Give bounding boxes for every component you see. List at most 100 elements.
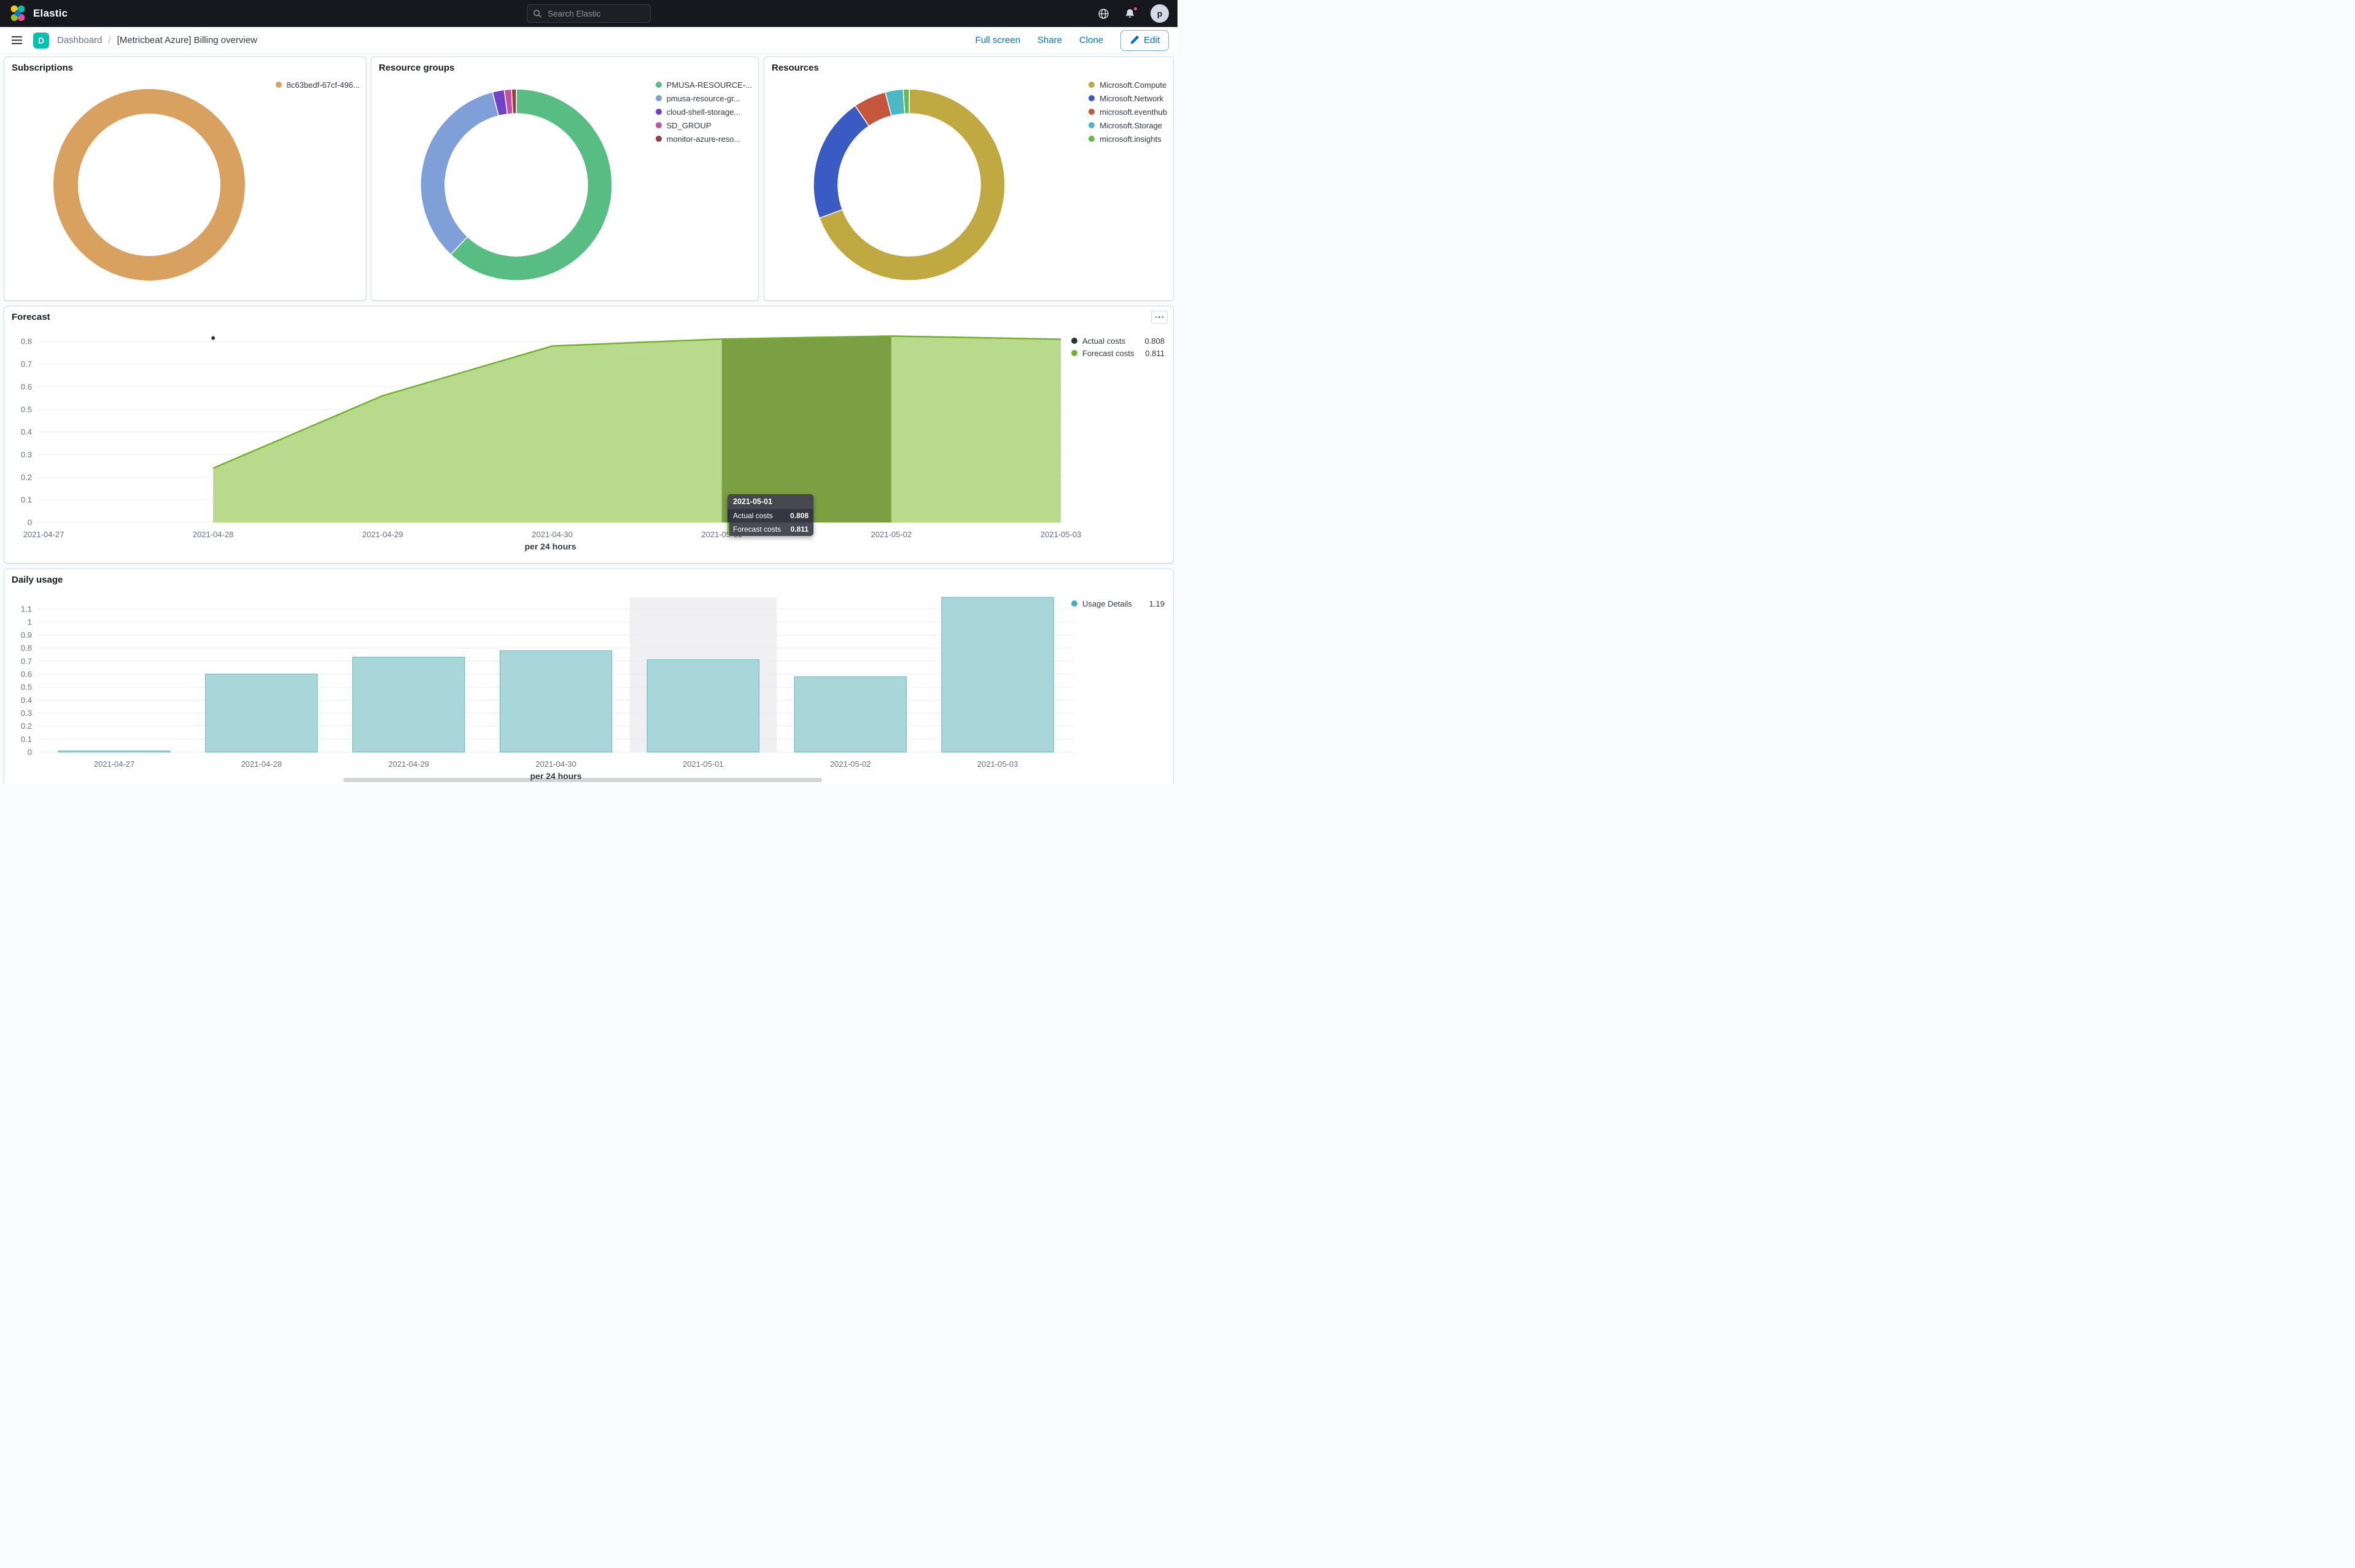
panel-options-icon[interactable] — [1151, 311, 1168, 324]
x-axis-tick-label: 2021-05-03 — [1041, 530, 1082, 539]
pie-slice[interactable] — [450, 88, 613, 281]
usage-bar[interactable] — [941, 597, 1054, 753]
resource-groups-donut-chart[interactable] — [376, 73, 753, 297]
usage-bar[interactable] — [646, 659, 759, 753]
y-axis-tick-label: 0.3 — [21, 708, 32, 718]
legend-label: Actual costs — [1082, 336, 1126, 346]
search-input[interactable] — [546, 8, 645, 19]
pie-slice[interactable] — [511, 88, 517, 114]
bell-icon — [1125, 9, 1135, 18]
x-axis-tick-label: 2021-04-30 — [535, 759, 576, 769]
globe-icon — [1098, 8, 1109, 19]
y-axis-tick-label: 0 — [28, 748, 32, 757]
edit-button[interactable]: Edit — [1120, 29, 1169, 51]
panel-forecast: Forecast 0 0.1 0.2 0.3 0.4 0.5 0.6 0.7 0.8 2021-0… — [4, 306, 1174, 564]
y-axis-tick-label: 0.2 — [21, 473, 32, 482]
pie-slice[interactable] — [818, 88, 1006, 281]
forecast-area-chart[interactable]: 0 0.1 0.2 0.3 0.4 0.5 0.6 0.7 0.8 2021-04-27 2021-… — [9, 326, 1168, 559]
daily-usage-bar-chart[interactable]: 0 0.1 0.2 0.3 0.4 0.5 0.6 0.7 0.8 0.9 1 1.1 2021-04-… — [9, 589, 1168, 783]
clone-button[interactable]: Clone — [1079, 35, 1104, 45]
elastic-logo[interactable] — [9, 4, 27, 23]
y-axis-tick-label: 1.1 — [21, 605, 32, 614]
donut-svg — [53, 89, 245, 281]
y-axis-tick-label: 1 — [28, 618, 32, 627]
legend-item[interactable]: Actual costs 0.808 — [1071, 335, 1165, 347]
usage-bar[interactable] — [58, 750, 171, 753]
tooltip-header: 2021-05-01 — [727, 494, 813, 509]
menu-button[interactable] — [9, 33, 25, 47]
legend-item[interactable]: Microsoft.Network — [1088, 91, 1167, 105]
legend-swatch — [275, 82, 282, 88]
legend-item[interactable]: microsoft.insights — [1088, 132, 1167, 146]
pie-slice[interactable] — [420, 91, 500, 255]
tooltip-series-label: Actual costs — [733, 511, 773, 520]
pie-slice[interactable] — [813, 105, 870, 219]
legend-label: Usage Details — [1082, 599, 1132, 608]
pie-slice[interactable] — [902, 88, 910, 114]
daily-usage-legend: Usage Details 1.19 — [1071, 597, 1165, 610]
subscriptions-legend: 8c63bedf-67cf-496... — [275, 78, 360, 91]
breadcrumb-separator: / — [108, 35, 111, 45]
panel-title: Resource groups — [379, 63, 455, 73]
panel-resource-groups: Resource groups PMUSA-RESOURCE-... pmusa-… — [371, 56, 759, 301]
chart-tooltip: 2021-05-01 Actual costs 0.808 Forecast cos… — [727, 494, 813, 536]
legend-item[interactable]: microsoft.eventhub — [1088, 105, 1167, 118]
toolbar-actions: Full screen Share Clone Edit — [975, 29, 1169, 51]
legend-label: Microsoft.Compute — [1100, 80, 1167, 90]
tooltip-row: Actual costs 0.808 — [727, 509, 813, 522]
x-axis-tick-label: 2021-05-01 — [683, 759, 724, 769]
help-button[interactable] — [1098, 8, 1109, 20]
legend-label: microsoft.insights — [1100, 134, 1162, 144]
share-button[interactable]: Share — [1037, 35, 1062, 45]
legend-item[interactable]: 8c63bedf-67cf-496... — [275, 78, 360, 91]
legend-label: Microsoft.Storage — [1100, 120, 1163, 130]
legend-item[interactable]: Forecast costs 0.811 — [1071, 347, 1165, 359]
legend-label: Microsoft.Network — [1100, 93, 1164, 103]
breadcrumb-current: [Metricbeat Azure] Billing overview — [117, 35, 257, 45]
horizontal-scrollbar-thumb[interactable] — [343, 778, 822, 782]
legend-item[interactable]: SD_GROUP — [655, 118, 752, 132]
legend-swatch — [1088, 95, 1095, 101]
global-search-box[interactable] — [527, 4, 651, 23]
breadcrumb-dashboard[interactable]: Dashboard — [57, 35, 103, 45]
donut-svg — [420, 88, 613, 281]
resources-donut-chart[interactable] — [769, 73, 1168, 297]
pie-slice[interactable] — [53, 89, 245, 281]
legend-label: microsoft.eventhub — [1100, 107, 1167, 117]
space-badge[interactable]: D — [33, 32, 49, 49]
forecast-legend: Actual costs 0.808 Forecast costs 0.811 — [1071, 335, 1165, 359]
usage-bar[interactable] — [794, 676, 907, 753]
y-axis-tick-label: 0.7 — [21, 656, 32, 666]
legend-item[interactable]: pmusa-resource-gr... — [655, 91, 752, 105]
legend-swatch — [655, 95, 662, 101]
search-icon — [533, 9, 541, 18]
x-axis-title: per 24 hours — [524, 541, 576, 551]
panel-daily-usage: Daily usage 0 0.1 0.2 0.3 0.4 0.5 0.6 0.7 0.8 0.9… — [4, 569, 1174, 784]
tooltip-series-value: 0.811 — [790, 525, 809, 534]
legend-item[interactable]: cloud-shell-storage... — [655, 105, 752, 118]
usage-bar[interactable] — [352, 656, 465, 753]
user-avatar[interactable]: p — [1150, 4, 1169, 23]
legend-swatch — [1088, 82, 1095, 88]
usage-bar[interactable] — [205, 673, 318, 753]
full-screen-button[interactable]: Full screen — [975, 35, 1020, 45]
brand-name: Elastic — [33, 7, 68, 19]
notifications-button[interactable] — [1124, 6, 1138, 20]
y-axis-tick-label: 0.8 — [21, 337, 32, 346]
actual-costs-point[interactable] — [211, 336, 215, 340]
legend-swatch — [1088, 109, 1095, 115]
y-axis-tick-label: 0.8 — [21, 643, 32, 653]
legend-label: SD_GROUP — [666, 120, 712, 130]
legend-item[interactable]: Microsoft.Storage — [1088, 118, 1167, 132]
legend-item[interactable]: monitor-azure-reso... — [655, 132, 752, 146]
usage-bar[interactable] — [499, 650, 613, 753]
legend-label: pmusa-resource-gr... — [666, 93, 740, 103]
legend-label: monitor-azure-reso... — [666, 134, 741, 144]
panel-title: Resources — [772, 63, 819, 73]
legend-item[interactable]: PMUSA-RESOURCE-... — [655, 78, 752, 91]
legend-swatch — [655, 109, 662, 115]
legend-item[interactable]: Usage Details 1.19 — [1071, 597, 1165, 610]
subscriptions-donut-chart[interactable] — [9, 73, 361, 297]
area-chart-svg: 0 0.1 0.2 0.3 0.4 0.5 0.6 0.7 0.8 2021-04-27 2021-… — [21, 335, 1082, 551]
legend-item[interactable]: Microsoft.Compute — [1088, 78, 1167, 91]
